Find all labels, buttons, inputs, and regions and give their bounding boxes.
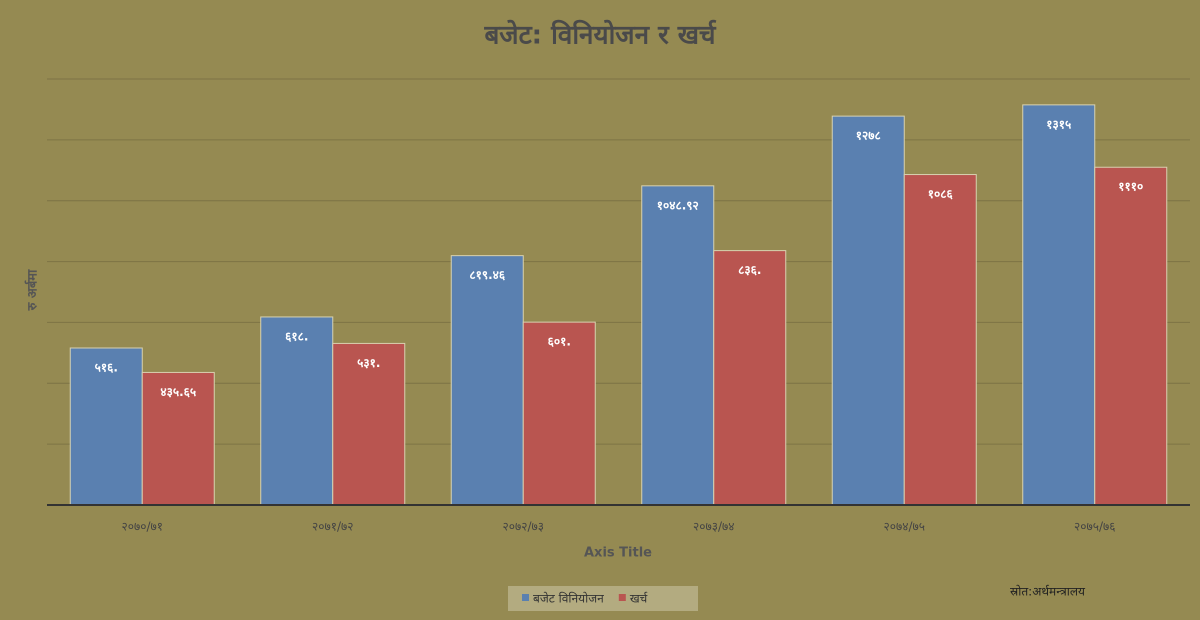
bar xyxy=(260,316,334,506)
data-label: १११० xyxy=(1118,180,1143,194)
bar xyxy=(641,185,715,506)
data-label: १३१५ xyxy=(1046,117,1071,131)
bar xyxy=(332,342,406,506)
x-tick-label: २०७२/७३ xyxy=(503,520,544,534)
x-tick-label: २०७१/७२ xyxy=(312,520,353,534)
chart-title: बजेट: विनियोजन र खर्च xyxy=(483,20,717,51)
data-label: १०४८.९२ xyxy=(657,198,699,212)
data-label: ६०१. xyxy=(548,335,571,349)
data-label: १०८६ xyxy=(928,187,954,201)
data-label: ८३६. xyxy=(738,263,761,277)
x-tick-label: २०७४/७५ xyxy=(884,520,925,534)
bar xyxy=(522,321,596,506)
data-label: ६१८. xyxy=(285,329,308,343)
legend-swatch xyxy=(618,594,626,601)
x-tick-label: २०७०/७१ xyxy=(122,520,163,534)
y-axis-title: रु अर्बमा xyxy=(25,269,41,311)
legend-label: बजेट विनियोजन xyxy=(533,592,604,606)
bar xyxy=(141,371,215,506)
legend-swatch xyxy=(522,594,529,601)
x-axis-title: Axis Title xyxy=(584,546,652,561)
data-label: ५३१. xyxy=(357,356,380,370)
source-note: स्रोत:अर्थमन्त्रालय xyxy=(1010,585,1086,599)
data-label: १२७८ xyxy=(856,129,881,143)
bar xyxy=(1094,166,1168,506)
bar xyxy=(450,255,524,506)
bar xyxy=(69,347,143,506)
bar xyxy=(831,115,905,506)
data-label: ४३५.६५ xyxy=(160,385,196,399)
x-tick-label: २०७५/७६ xyxy=(1074,520,1115,534)
data-label: ५१६. xyxy=(95,360,118,374)
legend-label: खर्च xyxy=(630,592,648,606)
bar xyxy=(713,250,787,506)
bar xyxy=(1022,104,1096,506)
bar xyxy=(903,174,977,506)
legend-box xyxy=(508,586,698,611)
data-label: ८१९.४६ xyxy=(469,268,506,282)
x-tick-label: २०७३/७४ xyxy=(693,520,734,534)
